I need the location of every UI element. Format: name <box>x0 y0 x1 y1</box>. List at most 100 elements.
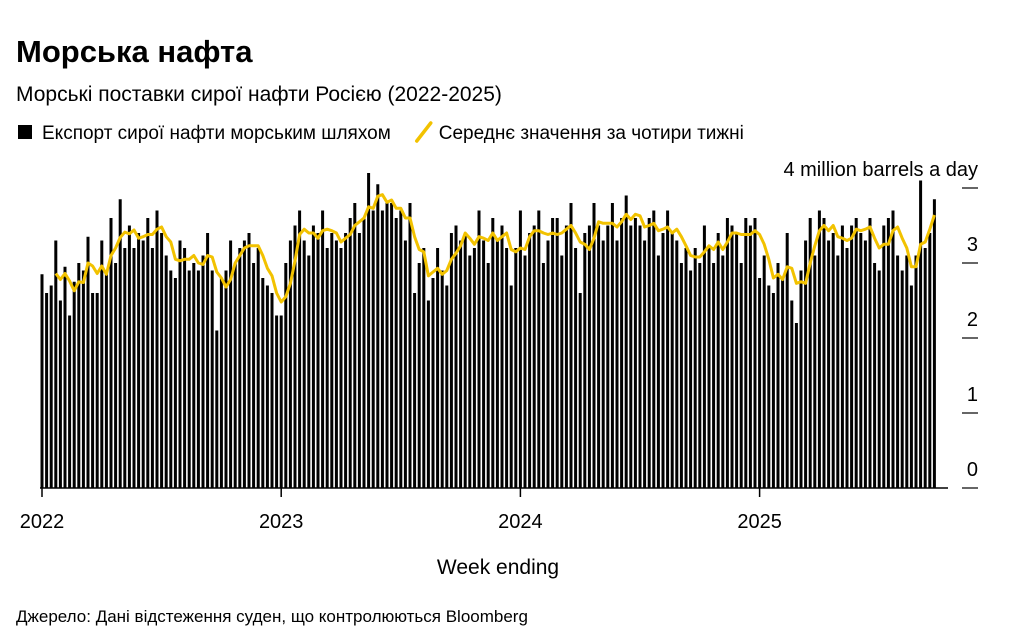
bar <box>109 218 113 488</box>
bar <box>537 210 541 488</box>
bar <box>201 255 205 488</box>
bar <box>54 240 58 488</box>
bar <box>403 240 407 488</box>
bar <box>68 315 72 488</box>
bar <box>316 233 320 488</box>
bar <box>288 240 292 488</box>
bar <box>348 218 352 488</box>
y-tick-label: 0 <box>967 459 978 481</box>
bar <box>334 240 338 488</box>
bar <box>569 203 573 488</box>
bar <box>574 248 578 488</box>
bar <box>624 195 628 488</box>
bar <box>252 263 256 488</box>
bar <box>357 233 361 488</box>
bar <box>896 255 900 488</box>
bar <box>647 218 651 488</box>
bar <box>877 270 881 488</box>
bar <box>330 233 334 488</box>
y-tick-label: 2 <box>967 309 978 331</box>
bar <box>114 263 118 488</box>
bar <box>468 255 472 488</box>
bar <box>86 236 90 488</box>
bar <box>551 218 555 488</box>
bar <box>187 270 191 488</box>
bar <box>500 225 504 488</box>
bar <box>440 270 444 488</box>
bar <box>463 233 467 488</box>
bar <box>284 263 288 488</box>
bar <box>932 199 936 488</box>
legend-label: Експорт сирої нафти морським шляхом <box>42 123 391 144</box>
bar <box>311 225 315 488</box>
y-tick-label: 3 <box>967 234 978 256</box>
bar <box>928 233 932 488</box>
bar <box>261 278 265 488</box>
bar <box>564 225 568 488</box>
bar <box>293 225 297 488</box>
bar <box>845 248 849 488</box>
bar <box>587 225 591 488</box>
bar <box>873 263 877 488</box>
bar <box>100 240 104 488</box>
bar <box>859 233 863 488</box>
bar <box>380 210 384 488</box>
bar <box>758 278 762 488</box>
bar <box>344 233 348 488</box>
bar <box>63 266 67 488</box>
bar <box>164 255 168 488</box>
bar <box>836 255 840 488</box>
bar <box>702 225 706 488</box>
bar <box>799 270 803 488</box>
bar <box>606 225 610 488</box>
bar <box>339 248 343 488</box>
bar <box>707 248 711 488</box>
bar <box>854 218 858 488</box>
bar <box>385 203 389 488</box>
bar <box>224 270 228 488</box>
bar <box>679 263 683 488</box>
bar <box>265 285 269 488</box>
bar <box>716 233 720 488</box>
bar <box>886 218 890 488</box>
bar <box>77 263 81 488</box>
bar <box>863 240 867 488</box>
bar <box>247 233 251 488</box>
bar <box>192 263 196 488</box>
bar <box>850 225 854 488</box>
bar <box>767 285 771 488</box>
bar <box>514 248 518 488</box>
chart-title: Морська нафта <box>16 34 253 69</box>
bar <box>394 218 398 488</box>
bar <box>721 255 725 488</box>
bar <box>610 203 614 488</box>
legend-swatch <box>415 121 433 143</box>
bar <box>417 263 421 488</box>
bar <box>523 255 527 488</box>
bar <box>744 218 748 488</box>
bar <box>919 180 923 488</box>
bar <box>670 233 674 488</box>
bar <box>675 240 679 488</box>
bar <box>730 225 734 488</box>
bar <box>643 240 647 488</box>
bar <box>477 210 481 488</box>
bar <box>196 270 200 488</box>
chart-subtitle: Морські поставки сирої нафти Росією (202… <box>16 83 502 106</box>
bar <box>104 270 108 488</box>
bar <box>49 285 53 488</box>
x-tick-label: 2025 <box>737 511 782 533</box>
bar <box>601 240 605 488</box>
bar <box>390 203 394 488</box>
bar <box>422 248 426 488</box>
bar <box>362 218 366 488</box>
bar <box>739 263 743 488</box>
bar <box>118 199 122 488</box>
bar <box>689 270 693 488</box>
bar <box>431 278 435 488</box>
bar <box>238 248 242 488</box>
bar <box>781 278 785 488</box>
bar <box>178 240 182 488</box>
bar <box>127 225 131 488</box>
